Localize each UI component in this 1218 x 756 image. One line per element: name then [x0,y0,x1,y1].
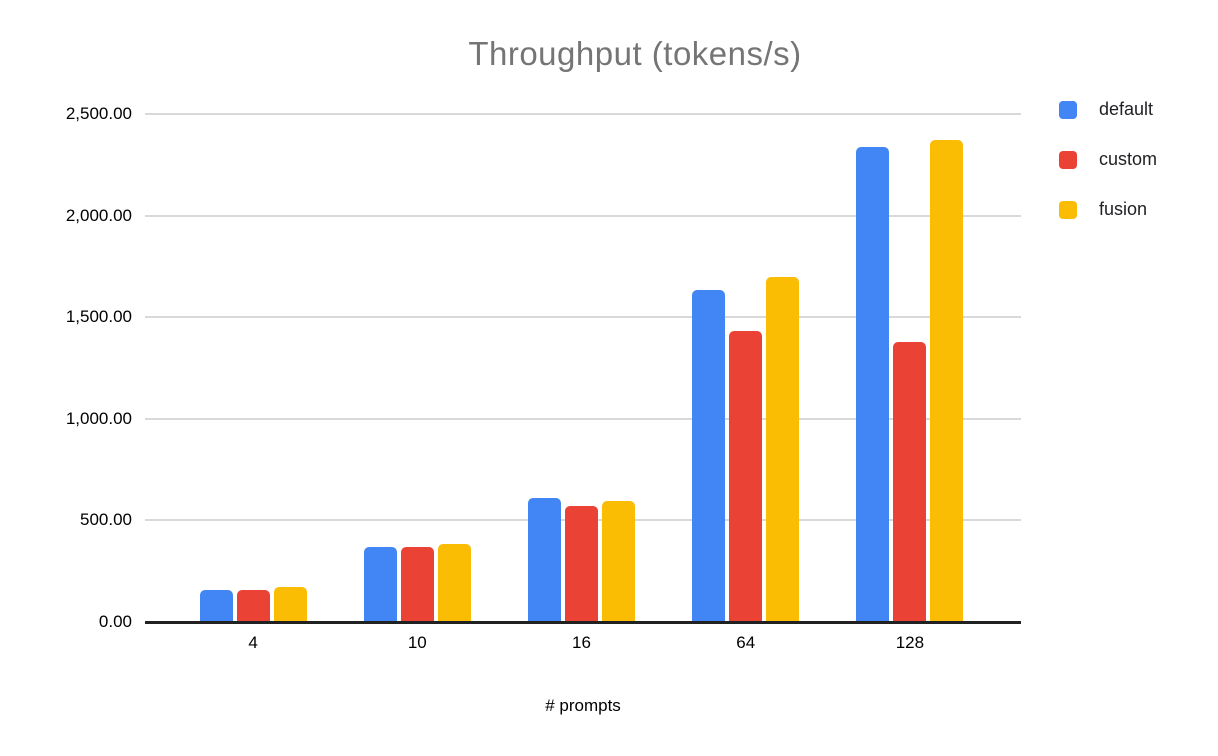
bar-fusion-64[interactable] [766,276,800,622]
legend-swatch-default [1059,100,1077,119]
bar-default-128[interactable] [856,146,890,622]
x-axis-title: # prompts [545,696,621,715]
bar-custom-128[interactable] [893,341,927,622]
legend-item-fusion[interactable]: fusion [1059,199,1157,220]
bar-fusion-4[interactable] [273,587,307,622]
bar-group-10 [335,114,499,622]
legend: default custom fusion [1059,99,1157,249]
x-axis-tick-label: 64 [736,633,756,652]
y-axis-tick-label: 0.00 [98,612,132,631]
legend-label: fusion [1099,199,1148,219]
y-axis-tick-label: 1,000.00 [65,408,132,428]
legend-swatch-custom [1059,150,1077,169]
legend-label: custom [1099,149,1158,169]
legend-item-custom[interactable]: custom [1059,149,1157,170]
y-axis-tick-label: 1,500.00 [65,307,132,327]
bar-group-16 [499,114,663,622]
y-axis-tick-label: 500.00 [80,510,132,530]
bar-default-16[interactable] [528,498,561,622]
x-axis-tick-label: 4 [248,633,258,652]
x-axis-tick-label: 128 [895,633,925,652]
bar-default-64[interactable] [692,289,726,622]
bar-custom-10[interactable] [400,547,434,622]
bar-custom-16[interactable] [565,506,598,622]
legend-swatch-fusion [1059,200,1077,219]
bar-groups [171,114,992,622]
x-axis-line [145,621,1021,624]
bar-default-10[interactable] [363,546,397,622]
bar-default-4[interactable] [199,589,233,622]
bar-fusion-16[interactable] [602,500,635,622]
chart-title: Throughput (tokens/s) [468,35,802,72]
legend-item-default[interactable]: default [1059,99,1157,120]
bar-group-128 [828,114,992,622]
bar-fusion-10[interactable] [437,543,471,622]
x-axis-tick-label: 16 [572,633,591,652]
legend-label: default [1099,99,1154,119]
gridline [145,113,1021,115]
y-axis-tick-label: 2,500.00 [65,104,132,123]
plot-area [145,113,1021,624]
bar-custom-64[interactable] [729,331,763,622]
bar-group-64 [664,114,828,622]
gridline [145,316,1021,319]
bar-fusion-128[interactable] [930,140,964,622]
bar-group-4 [171,114,335,622]
gridline [145,214,1021,217]
y-axis-labels: 0.00 500.00 1,000.00 1,500.00 2,000.00 2,500.… [0,104,132,631]
bar-custom-4[interactable] [236,590,270,622]
x-axis-tick-label: 10 [407,633,427,652]
gridline [145,417,1021,420]
x-axis-labels: 4 10 16 64 128 [171,633,992,653]
y-axis-tick-label: 2,000.00 [65,205,132,225]
